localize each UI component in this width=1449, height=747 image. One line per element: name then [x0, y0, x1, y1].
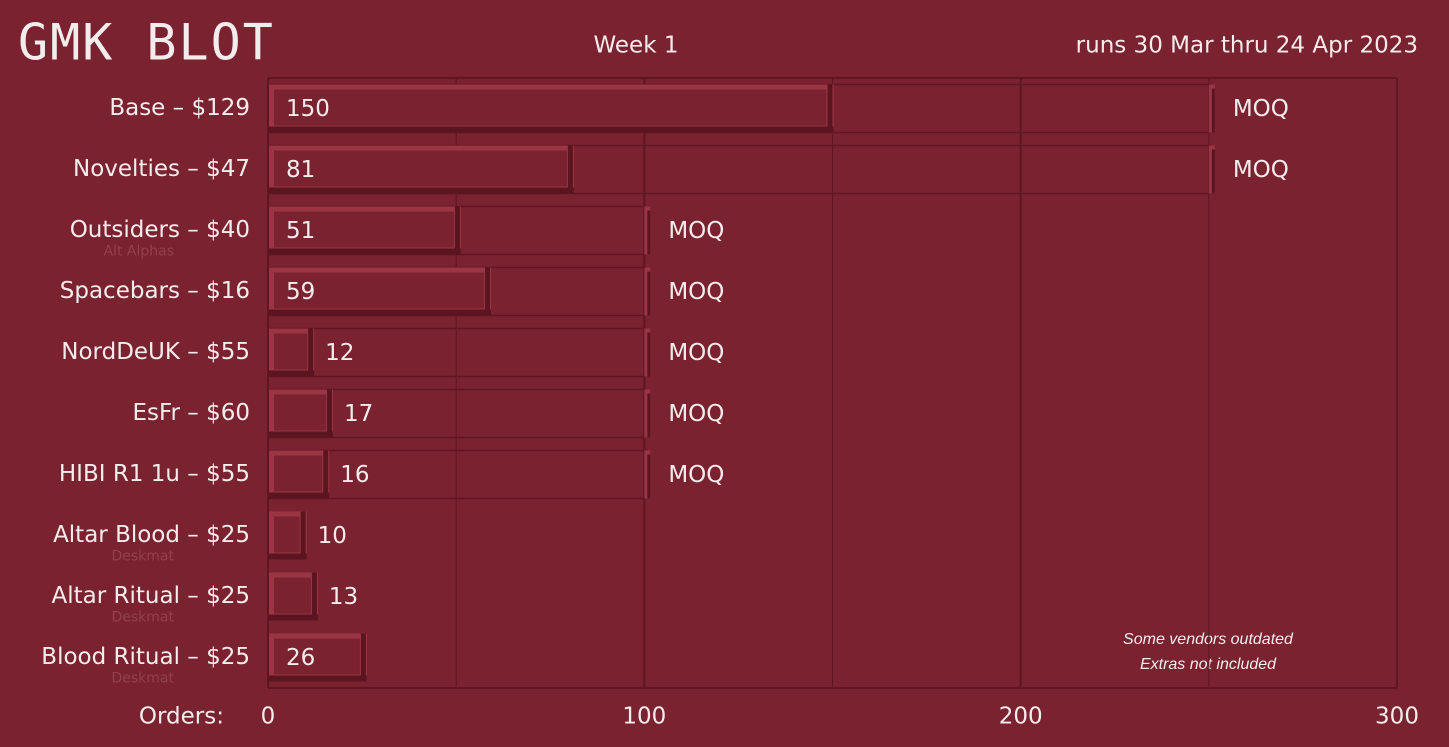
bar-shade: [326, 389, 332, 438]
value-label: 150: [286, 96, 330, 122]
y-sublabel: Deskmat: [111, 671, 174, 687]
value-label: 26: [286, 645, 315, 671]
value-label: 17: [344, 401, 373, 427]
bar-face: [274, 272, 485, 309]
y-tick-label: Base – $129: [109, 95, 250, 121]
moq-label: MOQ: [1233, 157, 1289, 183]
bar-shade: [827, 84, 833, 133]
bar-shade: [269, 248, 461, 255]
moq-label: MOQ: [668, 340, 724, 366]
bar-shade: [485, 267, 491, 316]
bar-shade: [323, 450, 329, 499]
y-sublabel: Deskmat: [111, 610, 174, 626]
value-label: 51: [286, 218, 315, 244]
bar-face: [274, 89, 827, 126]
moq-cap-shade: [647, 271, 651, 316]
value-label: 10: [318, 523, 347, 549]
y-tick-label: Novelties – $47: [73, 156, 250, 182]
y-tick-label: Blood Ritual – $25: [41, 644, 250, 670]
value-label: 81: [286, 157, 315, 183]
moq-cap-shade: [647, 393, 651, 438]
bar-face: [274, 455, 323, 492]
moq-cap-shade: [1211, 88, 1215, 133]
y-sublabel: Deskmat: [111, 549, 174, 565]
bar-shade: [269, 492, 330, 499]
moq-cap-shade: [1211, 149, 1215, 194]
bar-shade: [269, 675, 367, 682]
bar-face: [274, 333, 308, 370]
x-tick-label: 300: [1375, 704, 1419, 730]
moq-label: MOQ: [1233, 96, 1289, 122]
bar-shade: [269, 187, 574, 194]
x-axis-label: Orders:: [139, 704, 224, 730]
bar-face: [274, 211, 454, 248]
y-tick-label: Altar Blood – $25: [53, 522, 250, 548]
y-tick-label: EsFr – $60: [132, 400, 250, 426]
bar-shade: [567, 145, 573, 194]
value-label: 12: [325, 340, 354, 366]
bar-shade: [360, 633, 366, 682]
bar-shade: [300, 511, 306, 560]
y-tick-label: HIBI R1 1u – $55: [59, 461, 250, 487]
y-tick-label: NordDeUK – $55: [61, 339, 250, 365]
x-tick-label: 100: [622, 704, 666, 730]
bar-face: [274, 394, 326, 431]
moq-label: MOQ: [668, 218, 724, 244]
bar-shade: [269, 614, 318, 621]
value-label: 16: [340, 462, 369, 488]
bar-face: [274, 516, 300, 553]
bar-face: [274, 150, 567, 187]
bar-shade: [269, 126, 834, 133]
value-label: 13: [329, 584, 358, 610]
bar-shade: [269, 309, 492, 316]
chart-subtitle: Week 1: [594, 33, 679, 59]
value-label: 59: [286, 279, 315, 305]
bar-shade: [269, 370, 315, 377]
moq-cap-shade: [647, 210, 651, 255]
y-tick-label: Spacebars – $16: [60, 278, 250, 304]
moq-cap-shade: [647, 332, 651, 377]
y-tick-label: Altar Ritual – $25: [52, 583, 250, 609]
bar-face: [274, 577, 311, 614]
bar-shade: [454, 206, 460, 255]
date-range: runs 30 Mar thru 24 Apr 2023: [1076, 33, 1418, 59]
bar-face: [274, 638, 360, 675]
moq-label: MOQ: [668, 279, 724, 305]
x-tick-label: 200: [999, 704, 1043, 730]
y-sublabel: Alt Alphas: [103, 244, 174, 260]
bar-shade: [269, 553, 307, 560]
bar-shade: [269, 431, 333, 438]
bar-shade: [311, 572, 317, 621]
moq-label: MOQ: [668, 401, 724, 427]
moq-cap-shade: [647, 454, 651, 499]
moq-label: MOQ: [668, 462, 724, 488]
bar-shade: [308, 328, 314, 377]
y-tick-label: Outsiders – $40: [70, 217, 250, 243]
chart-title: GMK BLOT: [18, 14, 275, 72]
x-tick-label: 0: [261, 704, 276, 730]
